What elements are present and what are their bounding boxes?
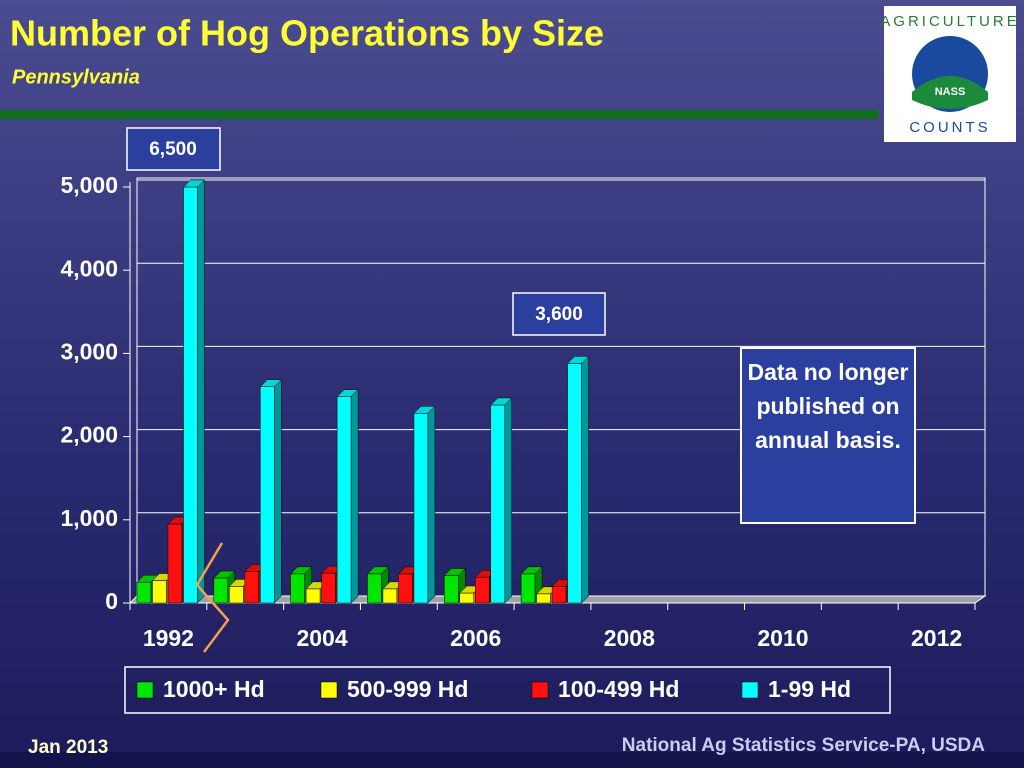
bar (336, 396, 352, 604)
bar (183, 186, 198, 604)
bar (398, 573, 413, 604)
bar (290, 573, 305, 604)
bar (152, 580, 167, 604)
x-tick-label: 2006 (450, 625, 501, 651)
annotation: 6,500 (149, 139, 197, 160)
bar (459, 592, 475, 604)
y-tick-label: 0 (105, 588, 118, 614)
bar (413, 413, 429, 604)
x-tick-label: 2012 (911, 625, 962, 651)
bar (136, 581, 152, 604)
x-tick-label: 2008 (604, 625, 655, 651)
legend-swatch (531, 681, 549, 699)
annotation: 3,600 (535, 304, 583, 325)
chart-subtitle: Pennsylvania (12, 66, 140, 88)
footer-date: Jan 2013 (28, 737, 108, 758)
legend-swatch (320, 681, 338, 699)
y-tick-label: 5,000 (60, 172, 118, 198)
legend-swatch (136, 681, 154, 699)
bar-side (581, 355, 589, 604)
bar-side (350, 389, 359, 604)
legend-label: 1000+ Hd (163, 676, 265, 702)
y-tick-label: 4,000 (60, 255, 118, 281)
bar (520, 573, 536, 604)
bar-side (427, 405, 436, 604)
footer-band (0, 752, 1024, 768)
bar-side (274, 379, 282, 604)
bar (321, 572, 336, 604)
bar (244, 571, 260, 604)
logo-text: AGRICULTURE (880, 13, 1019, 30)
x-tick-label: 2004 (296, 625, 347, 651)
y-tick-label: 1,000 (60, 505, 118, 531)
x-tick-label: 1992 (143, 625, 194, 651)
divider (0, 110, 878, 119)
bar (475, 576, 490, 604)
annotation-note: Data no longer published on annual basis… (740, 347, 916, 524)
logo-text: COUNTS (909, 119, 990, 136)
bar (536, 593, 551, 604)
logo-text: NASS (935, 86, 966, 98)
chart-title: Number of Hog Operations by Size (10, 13, 604, 54)
bar (213, 577, 229, 604)
x-tick-label: 2010 (757, 625, 808, 651)
legend-swatch (741, 681, 759, 699)
bar-side (197, 179, 205, 604)
bar (305, 588, 321, 604)
bar (490, 404, 506, 604)
legend-label: 500-999 Hd (347, 676, 468, 702)
bar (367, 573, 382, 604)
legend-label: 1-99 Hd (768, 676, 851, 702)
bar (551, 586, 567, 604)
bar (444, 575, 459, 604)
footer-source: National Ag Statistics Service-PA, USDA (622, 735, 985, 756)
annotation-box (126, 127, 221, 171)
bar (167, 523, 183, 604)
logo-hill (912, 76, 988, 109)
bar (229, 586, 244, 604)
legend-box (124, 666, 891, 714)
bar (567, 363, 582, 604)
y-tick-label: 2,000 (60, 422, 118, 448)
bar (260, 386, 275, 604)
axis-break (195, 542, 230, 653)
annotation-box (512, 292, 606, 336)
bar (382, 588, 398, 604)
y-tick-label: 3,000 (60, 338, 118, 364)
legend-label: 100-499 Hd (558, 676, 679, 702)
bar-side (504, 397, 513, 604)
